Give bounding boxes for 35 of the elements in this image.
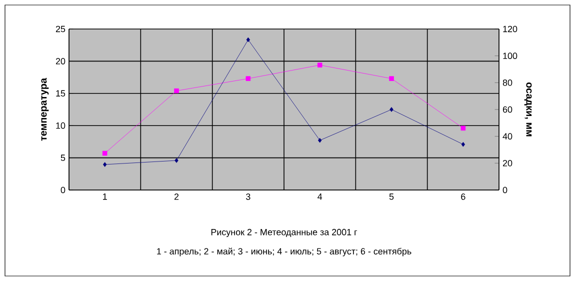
y2-tick-label: 100 [503, 52, 518, 60]
y-tick-label: 0 [60, 186, 66, 194]
y-tick-label: 15 [56, 90, 66, 97]
y2-tick-label: 60 [502, 106, 512, 113]
x-tick-label: 1 [103, 194, 107, 200]
point [318, 138, 322, 143]
y-tick-label: 25 [56, 26, 66, 32]
point [102, 162, 107, 167]
point [174, 158, 178, 163]
x-tick-label: 4 [318, 194, 322, 200]
x-tick-label: 3 [246, 194, 250, 200]
x-tick-label: 2 [174, 194, 179, 200]
y2-tick-label: 40 [502, 133, 512, 140]
x-tick-label: 5 [389, 194, 394, 200]
y2-tick-label: 80 [502, 79, 512, 86]
y-tick-label: 10 [56, 122, 66, 129]
y-tick-label: 20 [56, 58, 66, 64]
text: 1 - апрель; 2 - май; 3 - июнь; 4 - июль; 5 - август; 6 - сентябрь [157, 248, 412, 256]
y2-tick-label: 0 [502, 186, 508, 194]
y-tick-label: 5 [60, 154, 66, 161]
y-axis-title: температура [41, 78, 49, 141]
point [246, 76, 251, 81]
point [246, 37, 250, 42]
x-tick-label: 6 [461, 194, 466, 200]
point [390, 107, 394, 112]
y2-axis-title: осадки, мм [524, 82, 532, 136]
y2-tick-label: 120 [503, 26, 518, 32]
point [389, 76, 394, 81]
point [461, 142, 466, 147]
y2-tick-label: 20 [502, 160, 512, 166]
point [317, 62, 322, 68]
point [174, 88, 179, 94]
point [460, 126, 466, 131]
text: Рисунок 2 - Метеоданные за 2001 г [211, 228, 358, 238]
point [102, 150, 108, 156]
